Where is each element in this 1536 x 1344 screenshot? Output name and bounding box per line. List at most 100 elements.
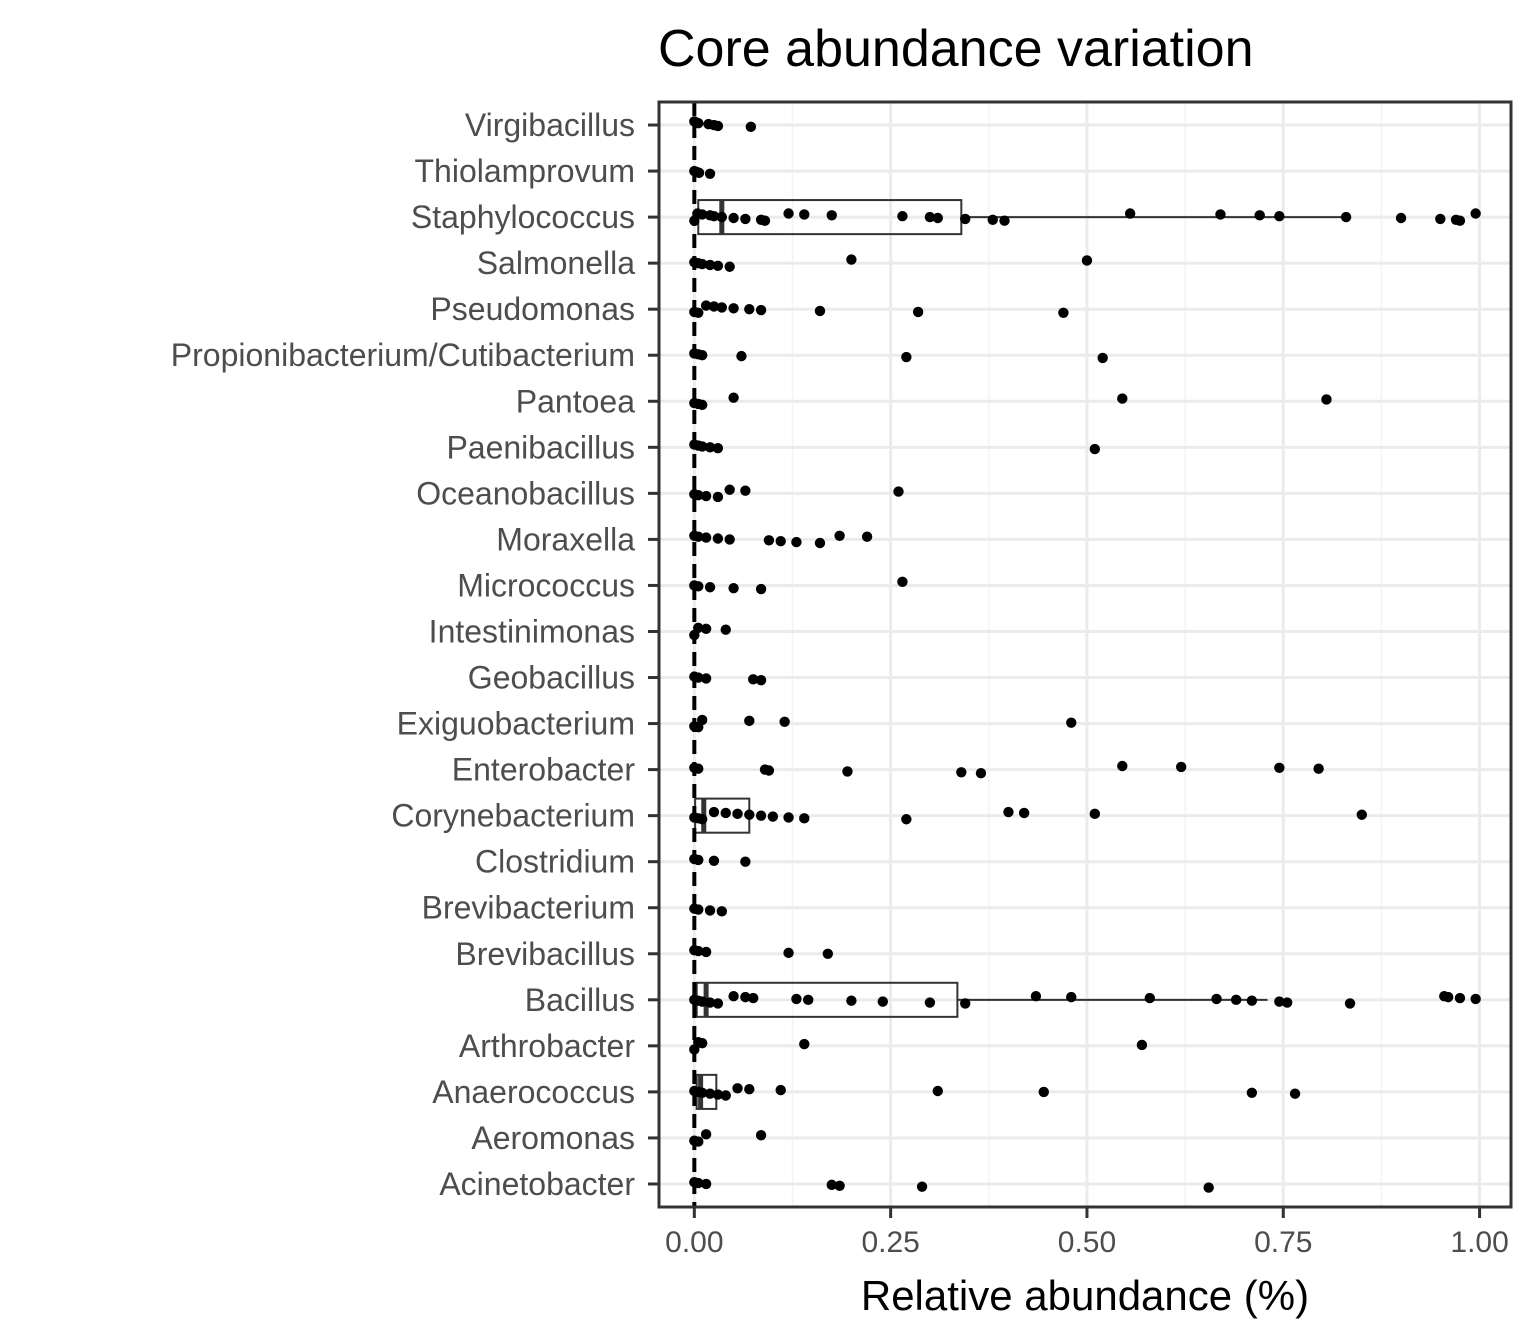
- x-tick-label: 0.00: [665, 1226, 723, 1259]
- point-anaerococcus: [732, 1083, 743, 1094]
- point-corynebacterium: [708, 806, 720, 818]
- point-staphylococcus: [1274, 211, 1285, 222]
- point-enterobacter: [975, 768, 987, 779]
- point-pseudomonas: [728, 303, 739, 314]
- point-enterobacter: [1313, 763, 1324, 774]
- point-micrococcus: [897, 576, 908, 588]
- point-oceanobacillus: [893, 486, 904, 497]
- point-pseudomonas: [700, 300, 712, 311]
- point-intestinimonas: [693, 622, 704, 634]
- point-bacillus: [1470, 993, 1481, 1005]
- point-clostridium: [708, 855, 720, 866]
- point-pantoea: [1321, 394, 1332, 405]
- point-virgibacillus: [712, 120, 724, 132]
- point-geobacillus: [693, 672, 704, 683]
- point-micrococcus: [693, 581, 704, 592]
- point-paenibacillus: [1089, 443, 1101, 455]
- point-staphylococcus: [799, 209, 810, 220]
- point-arthrobacter: [799, 1038, 810, 1050]
- point-bacillus: [1454, 992, 1466, 1004]
- point-oceanobacillus: [712, 491, 724, 503]
- point-staphylococcus: [960, 213, 971, 225]
- point-staphylococcus: [924, 211, 936, 223]
- point-moraxella: [700, 532, 712, 543]
- point-paenibacillus: [696, 441, 708, 452]
- point-anaerococcus: [775, 1084, 786, 1096]
- point-corynebacterium: [732, 808, 743, 820]
- y-tick-label-anaerococcus: Anaerococcus: [432, 1074, 635, 1110]
- point-corynebacterium: [744, 809, 755, 820]
- point-bacillus: [1246, 995, 1258, 1006]
- point-anaerococcus: [744, 1083, 755, 1095]
- point-aeromonas: [693, 1136, 704, 1147]
- point-bacillus: [704, 997, 716, 1008]
- point-salmonella: [696, 258, 708, 270]
- point-brevibacterium: [716, 906, 728, 917]
- x-tick-label: 0.75: [1254, 1226, 1312, 1259]
- point-moraxella: [712, 533, 724, 544]
- point-brevibacterium: [704, 905, 716, 916]
- point-staphylococcus: [783, 208, 794, 219]
- point-thiolamprovum: [693, 167, 705, 179]
- point-bacillus: [877, 996, 888, 1007]
- point-bacillus: [924, 997, 936, 1008]
- point-bacillus: [1230, 994, 1242, 1006]
- point-bacillus: [712, 998, 724, 1009]
- chart-title: Core abundance variation: [658, 20, 1254, 78]
- point-pseudomonas: [744, 303, 755, 315]
- point-bacillus: [1211, 993, 1222, 1005]
- point-intestinimonas: [700, 623, 712, 634]
- point-oceanobacillus: [724, 484, 735, 495]
- point-pseudomonas: [1058, 307, 1069, 318]
- point-propionibacterium-cutibacterium: [1097, 352, 1108, 364]
- point-staphylococcus: [1340, 211, 1352, 223]
- point-pseudomonas: [708, 301, 720, 312]
- y-tick-label-thiolamprovum: Thiolamprovum: [414, 153, 635, 189]
- y-tick-label-enterobacter: Enterobacter: [452, 752, 636, 788]
- point-pantoea: [1117, 393, 1128, 404]
- point-intestinimonas: [720, 624, 731, 635]
- point-moraxella: [814, 537, 826, 549]
- point-bacillus: [728, 991, 739, 1002]
- point-brevibacillus: [700, 946, 712, 958]
- point-staphylococcus: [759, 215, 771, 226]
- y-tick-label-staphylococcus: Staphylococcus: [411, 199, 635, 235]
- point-anaerococcus: [1289, 1088, 1301, 1099]
- y-tick-label-arthrobacter: Arthrobacter: [459, 1028, 635, 1064]
- point-staphylococcus: [987, 214, 998, 226]
- point-anaerococcus: [1038, 1086, 1049, 1098]
- point-corynebacterium: [1089, 808, 1101, 820]
- point-moraxella: [763, 535, 775, 546]
- y-tick-label-corynebacterium: Corynebacterium: [391, 798, 635, 834]
- point-geobacillus: [748, 674, 759, 685]
- point-oceanobacillus: [740, 485, 751, 496]
- y-tick-label-brevibacillus: Brevibacillus: [455, 936, 635, 972]
- point-moraxella: [791, 536, 802, 548]
- y-tick-label-acinetobacter: Acinetobacter: [439, 1166, 635, 1202]
- point-staphylococcus: [708, 211, 720, 222]
- point-pseudomonas: [716, 302, 728, 313]
- point-corynebacterium: [696, 814, 708, 825]
- point-brevibacillus: [783, 947, 794, 959]
- point-corynebacterium: [1356, 809, 1368, 820]
- point-micrococcus: [728, 582, 739, 594]
- point-staphylococcus: [897, 211, 908, 222]
- point-moraxella: [861, 531, 873, 542]
- point-geobacillus: [700, 673, 712, 684]
- point-acinetobacter: [826, 1179, 837, 1191]
- point-micrococcus: [704, 582, 716, 593]
- point-bacillus: [1282, 997, 1293, 1008]
- plot-panel-border: [657, 100, 1513, 1209]
- point-staphylococcus: [696, 209, 708, 220]
- point-bacillus: [1030, 991, 1042, 1002]
- point-enterobacter: [1117, 760, 1128, 772]
- point-pseudomonas: [912, 306, 924, 318]
- y-tick-label-geobacillus: Geobacillus: [468, 660, 635, 696]
- point-bacillus: [1442, 991, 1454, 1003]
- point-enterobacter: [693, 763, 704, 774]
- y-tick-label-pseudomonas: Pseudomonas: [430, 291, 635, 327]
- point-staphylococcus: [1395, 212, 1407, 224]
- y-tick-label-virgibacillus: Virgibacillus: [465, 107, 635, 143]
- point-anaerococcus: [696, 1087, 708, 1098]
